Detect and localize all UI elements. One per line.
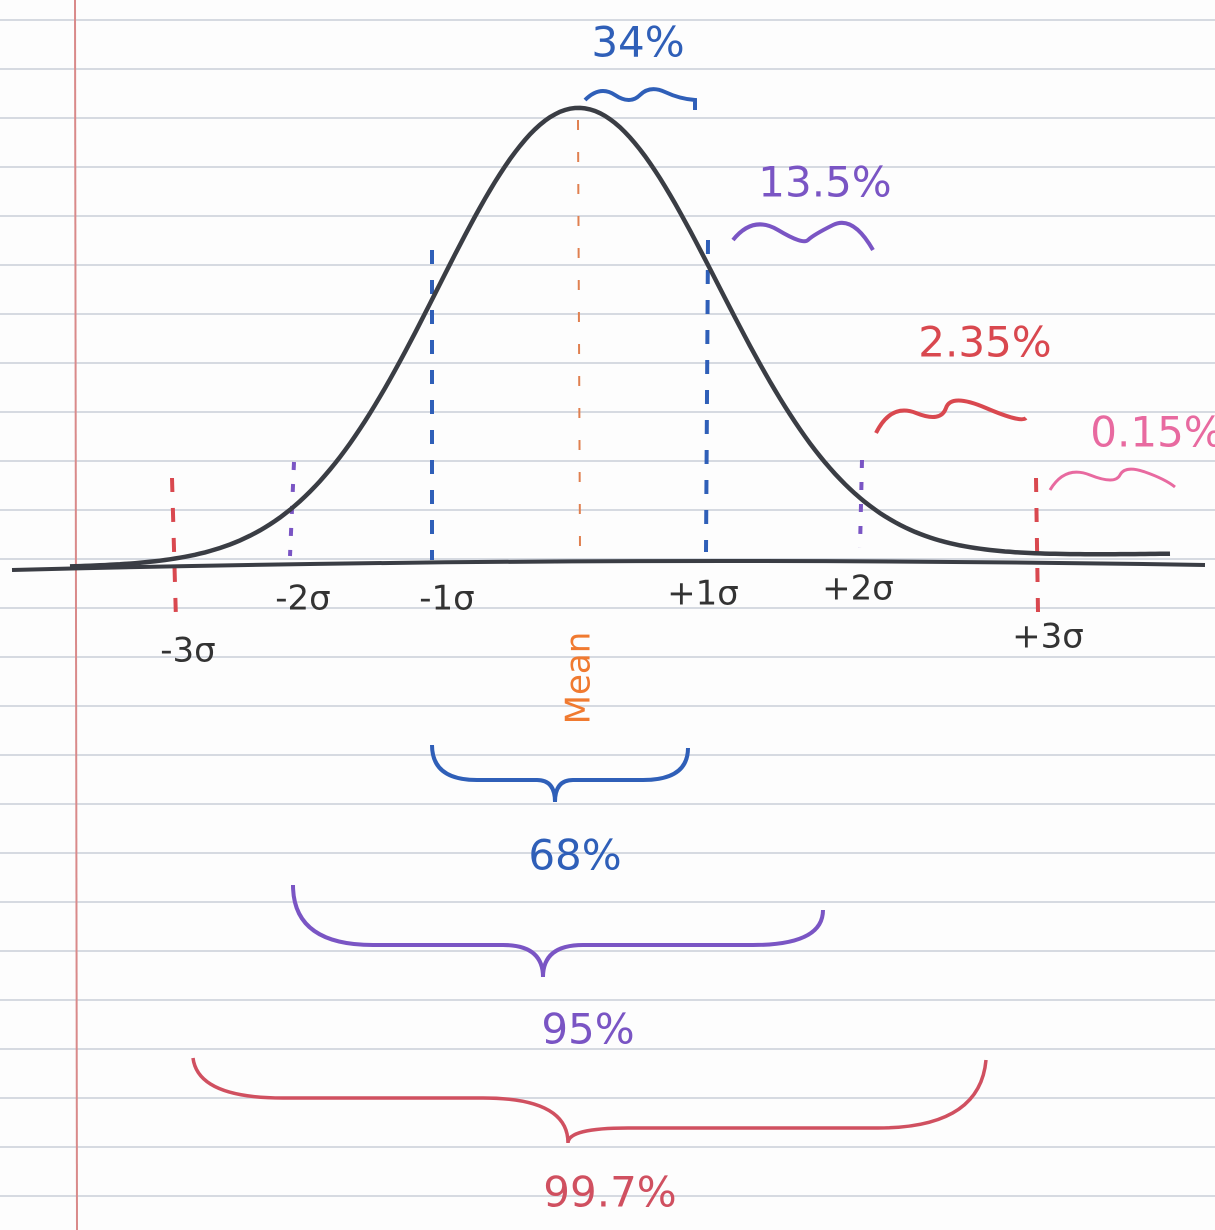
axis-label: -3σ xyxy=(160,631,215,671)
band-label: 13.5% xyxy=(758,158,891,207)
sigma-line xyxy=(1036,478,1038,612)
axis-label: +2σ xyxy=(822,569,894,609)
axis-label: +1σ xyxy=(667,574,739,614)
sigma-lines xyxy=(172,120,1038,620)
brace xyxy=(193,1058,986,1143)
page: {"peak_label": "34%", "band_labels": ["1… xyxy=(0,0,1215,1230)
squiggle xyxy=(585,89,695,110)
diagram: 34% 13.5% 2.35% 0.15% -3σ -2σ -1σ +1σ +2… xyxy=(0,0,1215,1230)
mean-label: Mean xyxy=(559,632,599,725)
squiggle xyxy=(733,223,873,250)
band-label: 0.15% xyxy=(1090,408,1215,457)
sigma-line xyxy=(172,478,176,620)
peak-label: 34% xyxy=(591,18,684,67)
brace xyxy=(432,745,688,802)
range-label: 68% xyxy=(528,831,621,880)
squiggle xyxy=(1050,469,1175,490)
axis-label: -2σ xyxy=(275,579,330,619)
range-label: 99.7% xyxy=(543,1168,676,1217)
sigma-line xyxy=(860,460,862,548)
margin-line xyxy=(75,0,77,1230)
squiggle xyxy=(876,401,1026,434)
x-axis xyxy=(12,561,1205,570)
axis-label: +3σ xyxy=(1012,617,1084,657)
sigma-line xyxy=(706,240,708,552)
mean-line xyxy=(578,120,580,550)
band-label: 2.35% xyxy=(918,318,1051,367)
brace xyxy=(293,885,823,977)
axis-label: -1σ xyxy=(419,579,474,619)
range-label: 95% xyxy=(541,1005,634,1054)
